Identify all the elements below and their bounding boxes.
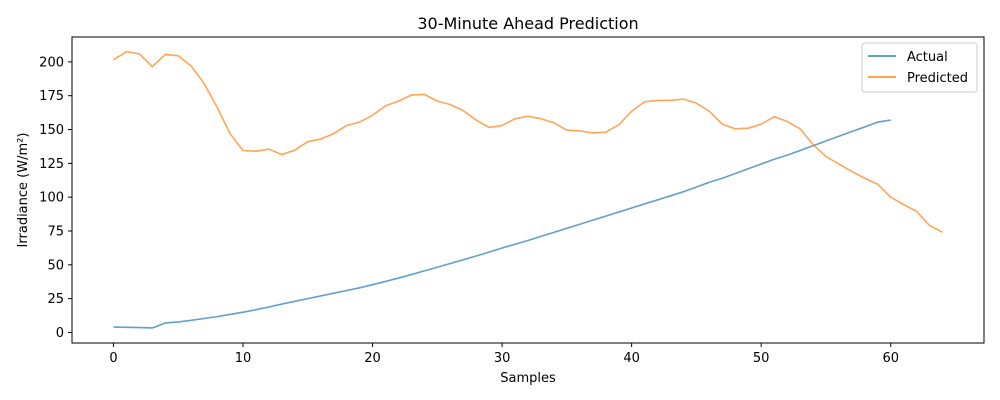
x-axis: 0 10 20 30 40 50 60 [109, 343, 899, 366]
y-axis-label: Irradiance (W/m²) [16, 133, 31, 248]
x-tick-label: 60 [882, 351, 899, 366]
series-line-actual [113, 119, 891, 329]
x-axis-label: Samples [500, 371, 556, 386]
y-tick-label: 25 [47, 292, 64, 307]
plot-area [71, 36, 985, 344]
plot-frame [71, 36, 985, 344]
y-tick-label: 150 [39, 123, 64, 138]
x-tick-label: 10 [235, 351, 252, 366]
x-tick-label: 30 [494, 351, 511, 366]
y-tick-label: 175 [39, 89, 64, 104]
y-tick-label: 125 [39, 157, 64, 172]
legend-label-actual: Actual [907, 50, 948, 65]
x-tick-label: 0 [109, 351, 117, 366]
x-tick-label: 50 [753, 351, 770, 366]
y-tick-label: 0 [56, 326, 64, 341]
y-tick-label: 100 [39, 191, 64, 206]
series-line-predicted [113, 50, 943, 234]
x-tick-label: 20 [364, 351, 381, 366]
chart-title: 30-Minute Ahead Prediction [417, 14, 638, 33]
legend-label-predicted: Predicted [907, 71, 968, 86]
y-tick-label: 200 [39, 55, 64, 70]
y-tick-label: 50 [47, 258, 64, 273]
y-axis: 0 25 50 75 100 125 150 175 200 [39, 55, 72, 341]
y-tick-label: 75 [47, 224, 64, 239]
x-tick-label: 40 [623, 351, 640, 366]
series-layer [113, 50, 943, 329]
legend: Actual Predicted [861, 42, 978, 93]
